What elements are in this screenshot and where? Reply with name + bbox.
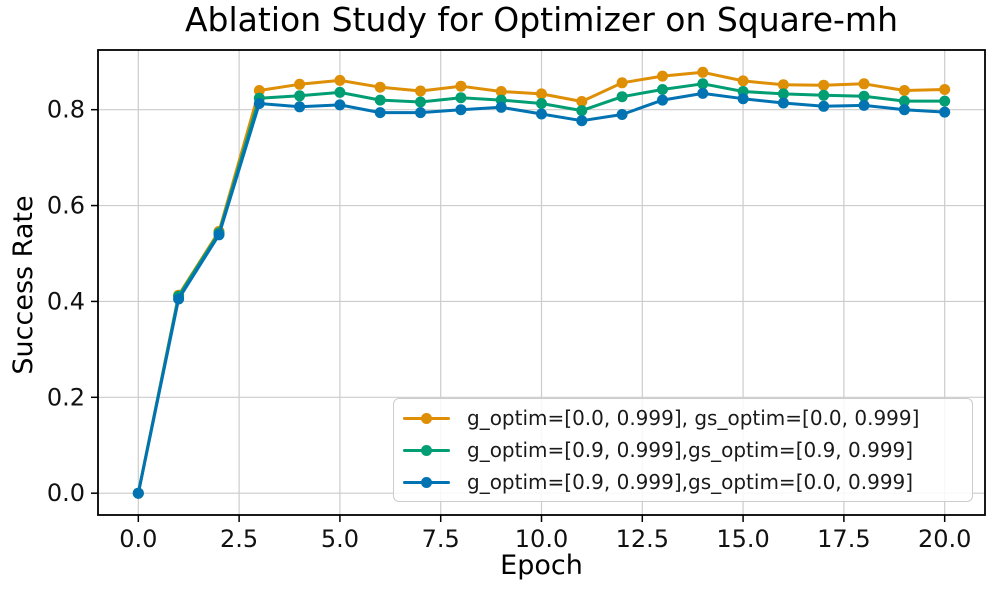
data-point-marker bbox=[334, 99, 346, 111]
data-point-marker bbox=[173, 293, 185, 305]
data-point-marker bbox=[576, 115, 588, 127]
data-point-marker bbox=[818, 79, 830, 91]
data-point-marker bbox=[657, 70, 668, 82]
data-point-marker bbox=[415, 85, 426, 97]
legend-marker-line-dot-icon bbox=[403, 476, 450, 488]
legend-label: g_optim=[0.0, 0.999], gs_optim=[0.0, 0.9… bbox=[467, 406, 920, 430]
data-point-marker bbox=[616, 109, 628, 120]
data-point-marker bbox=[536, 98, 547, 109]
data-point-marker bbox=[536, 108, 547, 120]
data-point-marker bbox=[939, 106, 951, 118]
data-point-marker bbox=[213, 229, 225, 241]
data-point-marker bbox=[415, 96, 426, 108]
data-point-marker bbox=[334, 74, 346, 86]
data-point-marker bbox=[294, 90, 306, 102]
y-tick-label: 0.4 bbox=[47, 287, 85, 315]
data-point-marker bbox=[253, 98, 265, 109]
x-tick-label: 2.5 bbox=[220, 525, 258, 553]
y-tick-label: 0.2 bbox=[47, 383, 85, 411]
data-point-marker bbox=[939, 84, 951, 95]
data-point-marker bbox=[858, 99, 870, 111]
data-point-marker bbox=[253, 85, 265, 96]
legend-marker-line-dot-icon bbox=[403, 444, 450, 456]
data-point-marker bbox=[657, 84, 668, 95]
data-point-marker bbox=[495, 86, 507, 97]
y-tick-label: 0.8 bbox=[47, 96, 85, 124]
y-tick-label: 0.6 bbox=[47, 192, 85, 220]
legend-marker-line-dot-icon bbox=[403, 412, 450, 424]
legend: g_optim=[0.0, 0.999], gs_optim=[0.0, 0.9… bbox=[393, 398, 973, 502]
legend-item: g_optim=[0.9, 0.999],gs_optim=[0.9, 0.99… bbox=[394, 434, 972, 466]
data-point-marker bbox=[374, 94, 386, 106]
data-point-marker bbox=[898, 104, 910, 116]
x-tick-label: 20.0 bbox=[918, 525, 971, 553]
data-point-marker bbox=[818, 89, 830, 101]
data-point-marker bbox=[898, 85, 910, 96]
data-point-marker bbox=[495, 101, 507, 113]
data-point-marker bbox=[777, 88, 789, 100]
data-point-marker bbox=[334, 86, 346, 98]
data-point-marker bbox=[616, 77, 628, 89]
data-point-marker bbox=[415, 107, 426, 119]
data-point-marker bbox=[697, 78, 709, 90]
data-point-marker bbox=[697, 66, 709, 78]
data-point-marker bbox=[737, 75, 749, 87]
data-point-marker bbox=[616, 91, 628, 103]
legend-item: g_optim=[0.0, 0.999], gs_optim=[0.0, 0.9… bbox=[394, 402, 972, 434]
x-tick-label: 15.0 bbox=[716, 525, 769, 553]
data-point-marker bbox=[818, 100, 830, 112]
y-tick-label: 0.0 bbox=[47, 479, 85, 507]
data-point-marker bbox=[697, 87, 709, 99]
data-point-marker bbox=[374, 81, 386, 93]
x-tick-label: 10.0 bbox=[515, 525, 568, 553]
x-tick-label: 5.0 bbox=[321, 525, 359, 553]
x-tick-label: 17.5 bbox=[817, 525, 870, 553]
data-point-marker bbox=[455, 104, 467, 116]
data-point-marker bbox=[898, 95, 910, 107]
data-point-marker bbox=[455, 92, 467, 104]
data-point-marker bbox=[536, 88, 547, 100]
x-tick-label: 12.5 bbox=[616, 525, 669, 553]
x-tick-label: 0.0 bbox=[119, 525, 157, 553]
legend-item: g_optim=[0.9, 0.999],gs_optim=[0.0, 0.99… bbox=[394, 466, 972, 498]
data-point-marker bbox=[858, 90, 870, 102]
data-point-marker bbox=[777, 79, 789, 91]
data-point-marker bbox=[737, 93, 749, 105]
data-point-marker bbox=[777, 97, 789, 109]
data-point-marker bbox=[576, 96, 588, 107]
x-tick-label: 7.5 bbox=[422, 525, 460, 553]
data-point-marker bbox=[657, 94, 668, 106]
data-point-marker bbox=[374, 107, 386, 119]
data-point-marker bbox=[939, 95, 951, 107]
data-point-marker bbox=[576, 105, 588, 117]
data-point-marker bbox=[858, 78, 870, 90]
data-point-marker bbox=[455, 80, 467, 92]
x-axis-label: Epoch bbox=[500, 550, 583, 581]
legend-label: g_optim=[0.9, 0.999],gs_optim=[0.9, 0.99… bbox=[467, 438, 914, 462]
data-point-marker bbox=[294, 101, 306, 113]
chart-title: Ablation Study for Optimizer on Square-m… bbox=[184, 0, 898, 39]
legend-label: g_optim=[0.9, 0.999],gs_optim=[0.0, 0.99… bbox=[467, 470, 914, 494]
data-point-marker bbox=[294, 78, 306, 90]
data-point-marker bbox=[132, 487, 144, 499]
